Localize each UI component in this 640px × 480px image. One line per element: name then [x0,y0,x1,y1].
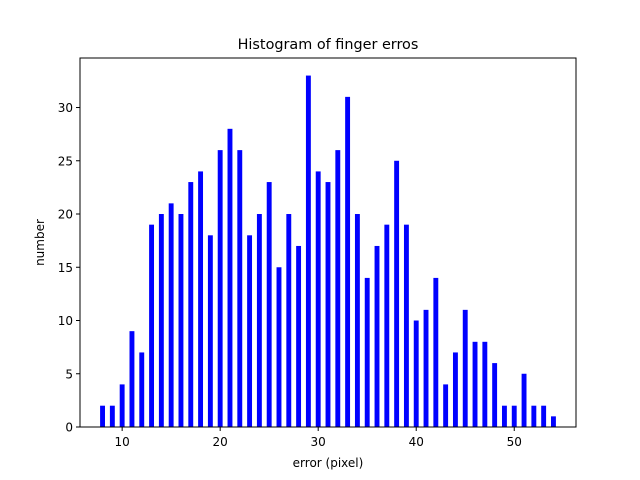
bar-42 [433,277,439,427]
bar-52 [531,405,537,427]
plot-frame [79,57,577,428]
bar-48 [492,363,498,427]
bar-34 [354,214,360,427]
y-axis-ticks: 0 5 10 15 20 25 30 [58,101,80,435]
x-tick-label-10: 10 [115,435,130,449]
bar-11 [129,331,135,427]
x-tick-label-30: 30 [311,435,326,449]
bar-45 [462,309,468,427]
bar-33 [345,96,351,428]
bar-8 [100,405,105,427]
bar-9 [109,405,115,427]
bar-21 [227,128,233,427]
bar-53 [541,405,547,427]
x-tick-label-20: 20 [213,435,228,449]
bar-47 [482,341,488,427]
bar-14 [158,214,164,427]
y-axis-label: number [33,219,47,266]
y-tick-label-10: 10 [58,314,73,328]
bar-17 [188,182,194,427]
bar-20 [217,150,223,427]
bar-29 [305,75,311,427]
y-tick-label-30: 30 [58,101,73,115]
bar-25 [266,182,272,427]
bar-24 [256,214,262,427]
y-tick-label-15: 15 [58,261,73,275]
bar-39 [403,224,409,427]
bar-13 [149,224,155,427]
bar-10 [119,384,125,427]
bar-35 [364,277,370,427]
bar-19 [207,235,213,427]
bar-46 [472,341,478,427]
bars-group [100,75,556,428]
bar-36 [374,245,380,427]
bar-12 [139,352,145,427]
x-axis-ticks: 10 20 30 40 50 [115,427,522,449]
bar-50 [511,405,517,427]
bar-32 [335,150,341,427]
bar-43 [443,384,449,427]
bar-15 [168,203,174,427]
y-tick-label-5: 5 [65,367,73,381]
y-tick-label-20: 20 [58,208,73,222]
bar-22 [237,150,243,427]
bar-44 [452,352,458,427]
bar-54 [551,416,556,427]
bar-27 [286,214,292,427]
y-tick-label-25: 25 [58,154,73,168]
x-tick-label-40: 40 [409,435,424,449]
chart-title: Histogram of finger erros [238,37,419,53]
bar-37 [384,224,390,427]
bar-28 [296,245,302,427]
bar-26 [276,267,282,427]
y-tick-label-0: 0 [65,421,73,435]
x-axis-label: error (pixel) [293,456,364,470]
x-tick-label-50: 50 [507,435,522,449]
bar-23 [247,235,253,427]
bar-18 [198,171,204,427]
bar-16 [178,214,184,427]
bar-38 [394,160,400,427]
bar-51 [521,373,527,427]
bar-31 [325,182,331,427]
bar-40 [413,320,419,427]
bar-49 [501,405,507,427]
bar-30 [315,171,321,427]
bar-41 [423,309,429,427]
